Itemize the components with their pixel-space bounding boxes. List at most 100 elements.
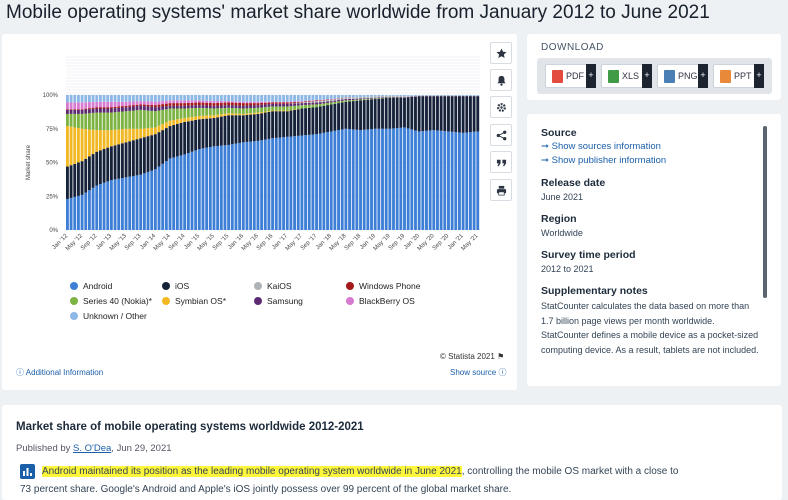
bar-segment <box>333 103 337 131</box>
cite-button[interactable] <box>490 151 512 173</box>
bar-segment <box>223 105 227 108</box>
scrollbar-thumb[interactable] <box>763 126 767 298</box>
show-source-link[interactable]: Show source ⓘ <box>450 368 507 377</box>
legend-series40[interactable]: Series 40 (Nokia)* <box>70 296 152 306</box>
bar-segment <box>146 106 150 111</box>
bar-segment <box>318 102 322 104</box>
additional-info-link[interactable]: ⓘ Additional Information <box>16 368 104 377</box>
bar-segment <box>157 95 161 102</box>
bar-segment <box>362 96 366 99</box>
settings-button[interactable] <box>490 96 512 118</box>
bar-segment <box>315 100 318 102</box>
bar-segment <box>263 111 267 113</box>
bar-segment <box>208 102 212 106</box>
download-pdf-button[interactable]: PDF + <box>545 64 596 88</box>
bar-segment <box>300 135 304 230</box>
bar-segment <box>282 95 286 102</box>
bar-segment <box>252 112 256 115</box>
bar-segment <box>161 101 165 105</box>
bar-segment <box>450 96 454 132</box>
bar-segment <box>263 101 267 103</box>
legend-android[interactable]: Android <box>70 281 112 291</box>
bar-segment <box>351 97 355 99</box>
show-sources-link[interactable]: ➞ Show sources information <box>541 141 661 152</box>
download-ppt-button[interactable]: PPT + <box>713 64 764 88</box>
bar-segment <box>201 95 205 101</box>
bar-segment <box>190 116 194 121</box>
bar-segment <box>340 102 344 130</box>
bar-segment <box>95 107 99 109</box>
bar-segment <box>417 131 421 230</box>
region-heading: Region <box>541 213 577 225</box>
bar-segment <box>340 99 344 101</box>
bar-segment <box>285 110 289 112</box>
bar-segment <box>216 145 220 230</box>
share-button[interactable] <box>490 124 512 146</box>
bar-segment <box>216 108 220 115</box>
bar-segment <box>307 100 311 102</box>
bar-segment <box>201 148 205 230</box>
bar-segment <box>208 95 212 101</box>
bar-segment <box>194 116 198 120</box>
bar-segment <box>304 100 307 102</box>
download-png-button[interactable]: PNG + <box>657 64 708 88</box>
print-button[interactable] <box>490 179 512 201</box>
bar-segment <box>366 96 370 99</box>
author-link[interactable]: S. O'Dea <box>73 443 112 454</box>
bar-segment <box>381 97 384 99</box>
bar-segment <box>76 195 80 230</box>
bar-segment <box>120 143 124 179</box>
bar-segment <box>410 95 414 96</box>
legend-symbian[interactable]: Symbian OS* <box>162 296 226 306</box>
legend-kaios[interactable]: KaiOS <box>254 281 292 291</box>
bar-segment <box>234 113 238 116</box>
bar-segment <box>318 95 322 100</box>
legend-samsung[interactable]: Samsung <box>254 296 303 306</box>
bar-segment <box>131 106 135 111</box>
bar-segment <box>172 105 176 109</box>
bar-segment <box>315 104 318 108</box>
bar-segment <box>80 113 84 129</box>
bar-segment <box>186 121 190 154</box>
notification-button[interactable] <box>490 69 512 91</box>
bar-segment <box>333 99 337 101</box>
bar-segment <box>311 134 315 230</box>
bar-segment <box>102 101 106 108</box>
bar-segment <box>443 95 447 96</box>
legend-blackberry[interactable]: BlackBerry OS <box>346 296 415 306</box>
bar-segment <box>128 106 132 111</box>
favorite-button[interactable] <box>490 42 512 64</box>
bar-segment <box>348 97 351 99</box>
bar-segment <box>304 108 307 136</box>
bar-segment <box>340 98 344 100</box>
bar-segment <box>458 96 461 133</box>
bar-segment <box>223 115 227 146</box>
bar-segment <box>80 161 84 195</box>
bar-segment <box>410 129 414 230</box>
bar-segment <box>216 101 220 103</box>
bar-segment <box>359 99 362 101</box>
bar-segment <box>102 130 106 149</box>
bar-segment <box>95 108 99 113</box>
bar-segment <box>267 106 271 112</box>
bar-segment <box>76 102 80 110</box>
bar-segment <box>414 95 417 97</box>
legend-other[interactable]: Unknown / Other <box>70 311 147 321</box>
show-publisher-link[interactable]: ➞ Show publisher information <box>541 155 667 166</box>
bar-segment <box>66 126 69 167</box>
download-xls-button[interactable]: XLS + <box>601 64 652 88</box>
bar-segment <box>406 97 410 129</box>
legend-ios[interactable]: iOS <box>162 281 189 291</box>
bar-segment <box>278 101 282 103</box>
bar-segment <box>164 103 168 107</box>
bar-segment <box>417 96 421 132</box>
bar-segment <box>113 179 117 231</box>
bar-segment <box>351 98 355 100</box>
bar-segment <box>260 102 264 105</box>
bar-segment <box>146 101 150 105</box>
bar-segment <box>421 95 425 96</box>
legend-windows-phone[interactable]: Windows Phone <box>346 281 420 291</box>
bar-segment <box>208 146 212 230</box>
bar-segment <box>87 129 91 157</box>
bar-segment <box>73 109 77 114</box>
